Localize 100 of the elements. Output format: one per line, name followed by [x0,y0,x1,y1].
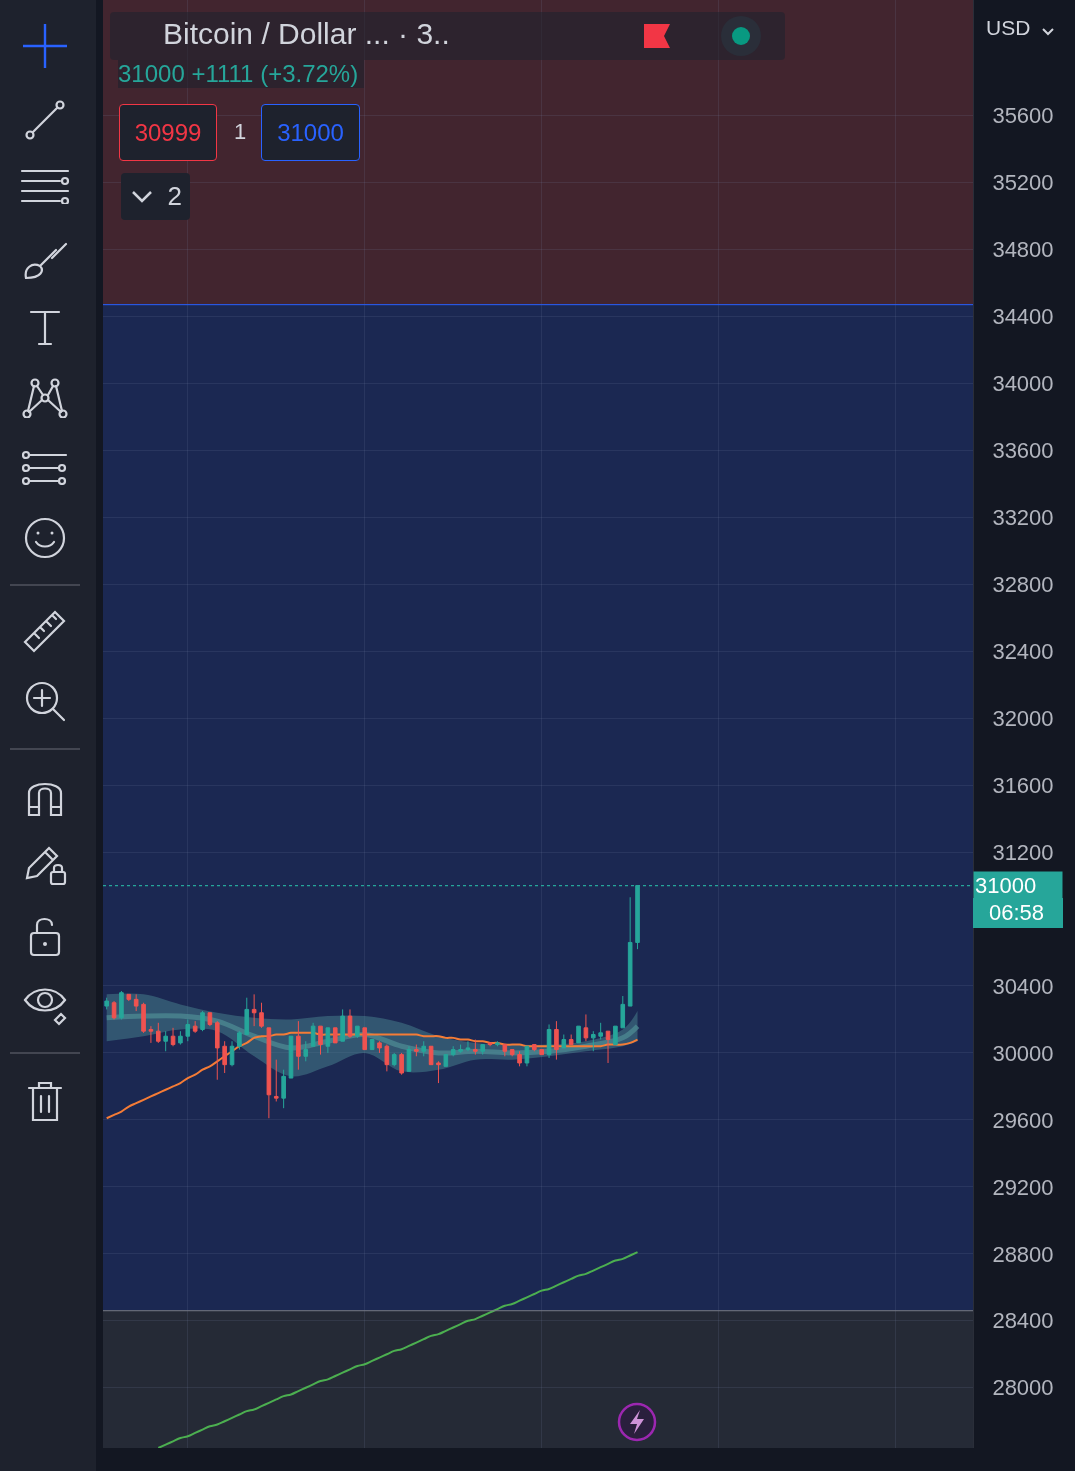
candlestick [200,1010,205,1032]
y-tick-label: 35200 [992,170,1054,196]
candlestick [443,1054,449,1067]
candlestick [554,1020,559,1061]
candlestick [384,1044,390,1072]
candlestick [568,1034,574,1046]
candlestick [487,1042,493,1047]
candlestick [532,1044,537,1052]
candlestick [185,1018,191,1042]
candlestick [598,1022,603,1041]
candlestick [251,993,257,1027]
candlestick [310,1022,316,1047]
candlestick [414,1044,419,1057]
y-tick-label: 31200 [992,839,1054,865]
y-tick-label: 31600 [992,772,1054,798]
candlestick [214,1020,220,1081]
y-tick-label: 34000 [992,371,1054,397]
candlestick [502,1044,508,1057]
candlestick [148,1025,154,1044]
candlestick [229,1040,235,1067]
y-tick-label: 30400 [992,973,1054,999]
y-tick-label: 32000 [992,705,1054,731]
candlestick [450,1045,456,1057]
candlestick [473,1039,478,1056]
annotation: 2 [121,173,190,220]
candlestick [509,1049,515,1057]
candlestick [133,993,139,1012]
candlestick [399,1052,404,1076]
annotation: 1 [232,117,248,146]
candlestick [259,1002,264,1029]
candlestick [340,1008,345,1042]
y-tick-label: 29600 [992,1107,1054,1133]
annotation: 31000 [261,104,360,161]
candlestick [303,1040,309,1062]
candlestick [126,993,132,1002]
candlestick [244,997,250,1036]
y-tick-label: 29200 [992,1174,1054,1200]
candlestick [369,1039,375,1051]
y-tick-label: 34400 [992,304,1054,330]
candlestick [539,1049,544,1056]
candlestick [362,1027,368,1051]
candlestick [576,1025,581,1044]
y-tick-label: 34800 [992,237,1054,263]
candlestick [281,1069,286,1109]
candlestick [391,1052,397,1067]
candlestick [613,1025,618,1046]
y-tick-label: 28000 [992,1375,1054,1401]
y-tick-label: 33600 [992,438,1054,463]
candlestick [170,1027,176,1047]
candlestick [104,997,109,1010]
candlestick [237,1030,242,1051]
text: Bitcoin / Dollar ... · 3.. [163,17,450,51]
y-tick-label: 32400 [992,638,1054,664]
candlestick [296,1020,301,1071]
y-tick-label: 30000 [992,1040,1054,1066]
candlestick [192,1020,198,1034]
candlestick [111,1000,117,1020]
candlestick [163,1030,168,1052]
y-tick-label: 35600 [992,103,1054,129]
candlestick [620,995,626,1029]
candlestick [207,1012,213,1027]
candlestick [178,1030,183,1046]
y-tick-label: 33200 [992,504,1054,530]
candlestick [436,1060,441,1084]
candlestick [155,1022,161,1044]
candlestick [355,1025,360,1039]
y-tick-label: 32800 [992,571,1054,597]
y-tick-label: 28400 [992,1308,1054,1334]
candlestick [524,1045,530,1067]
y-tick-label: 28800 [992,1241,1054,1267]
candlestick [458,1044,463,1054]
candlestick [495,1040,500,1047]
text: USD [986,12,1046,44]
line-series [105,1031,639,1120]
candlestick [583,1013,589,1042]
candlestick [627,896,633,1007]
annotation: 30999 [119,104,217,161]
candlestick [421,1040,427,1057]
candlestick [318,1025,323,1056]
candlestick [605,1030,611,1064]
candlestick [428,1045,434,1066]
candlestick [590,1030,596,1052]
candlestick [480,1044,486,1056]
candlestick [266,1027,272,1119]
candlestick [561,1034,567,1049]
candlestick [347,1008,353,1039]
candlestick [141,1002,146,1034]
candlestick [546,1023,552,1059]
text: 06:58 [973,898,1063,928]
candlestick [273,1059,279,1102]
candlestick [332,1027,338,1044]
candlestick [222,1040,227,1074]
text: 31000 +1111 (+3.72%) [118,60,365,88]
candlestick [119,990,124,1020]
candlestick [517,1050,522,1067]
line-series [157,1251,639,1448]
candlestick [406,1045,412,1072]
ref-line-label: 31000 [975,873,1037,898]
candlestick [465,1040,471,1052]
candlestick [377,1040,382,1054]
